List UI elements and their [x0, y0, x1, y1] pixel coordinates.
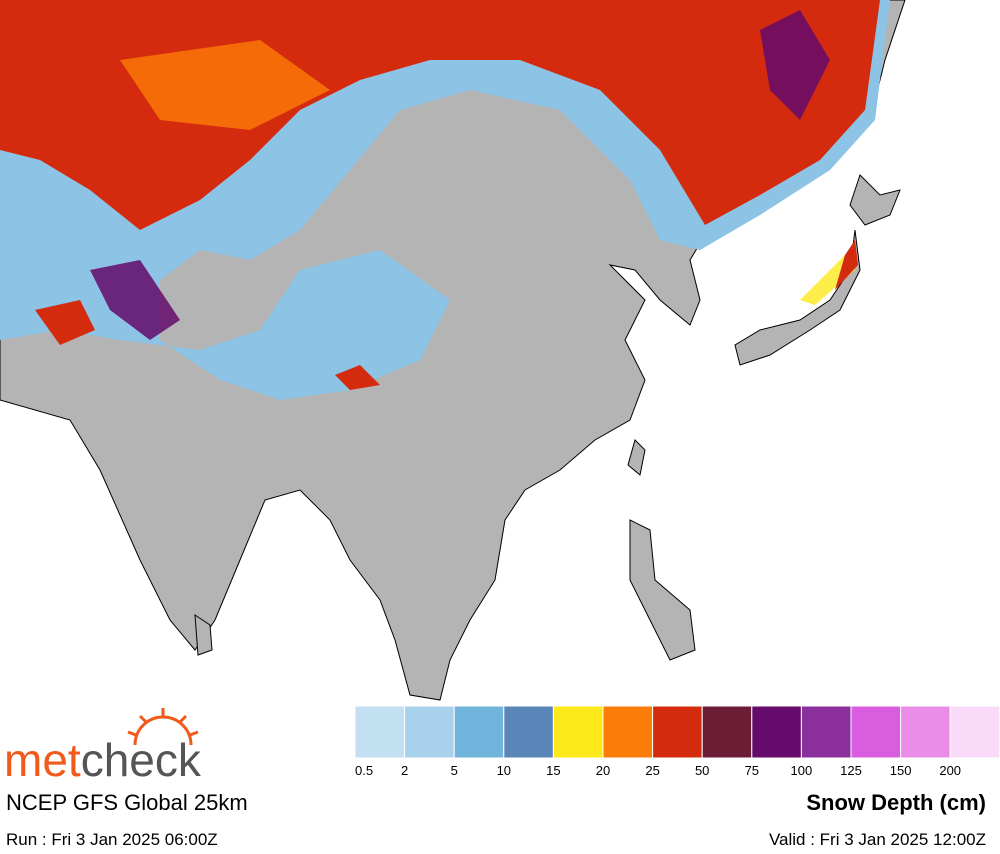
legend-swatch	[652, 705, 703, 759]
legend-swatch	[552, 705, 604, 759]
snow-heavy	[760, 10, 830, 120]
legend-swatch	[453, 705, 505, 759]
legend-label: 150	[890, 763, 912, 778]
legend-label: 125	[840, 763, 862, 778]
legend-label: 10	[497, 763, 511, 778]
valid-time: Valid : Fri 3 Jan 2025 12:00Z	[769, 830, 986, 849]
logo-sun	[127, 708, 199, 746]
snow-deep	[335, 365, 380, 390]
snow-deep	[35, 300, 95, 345]
legend-label: 5	[451, 763, 458, 778]
legend-label: 2	[401, 763, 408, 778]
legend-swatch	[701, 705, 753, 759]
snow-medium	[120, 40, 330, 130]
legend-swatch	[800, 705, 852, 759]
legend-title: Snow Depth (cm)	[806, 790, 986, 815]
legend-swatch	[404, 705, 455, 759]
taiwan	[627, 439, 646, 476]
legend-swatch	[949, 705, 1000, 759]
sri-lanka	[194, 614, 213, 656]
legend-label: 75	[745, 763, 759, 778]
snow-heavy	[90, 260, 180, 340]
philippines	[629, 519, 696, 661]
legend-swatch	[751, 705, 802, 759]
logo-check: check	[81, 734, 202, 786]
legend-label: 100	[791, 763, 813, 778]
snow-medium	[800, 250, 855, 305]
logo: metcheck	[4, 734, 202, 786]
snow-japan	[835, 240, 858, 290]
legend-swatch	[900, 705, 951, 759]
japan	[734, 229, 861, 366]
run-time: Run : Fri 3 Jan 2025 06:00Z	[6, 830, 218, 849]
legend-label: 50	[695, 763, 709, 778]
legend-label: 200	[939, 763, 961, 778]
legend-label: 0.5	[355, 763, 373, 778]
legend-swatch	[503, 705, 554, 759]
legend-label: 15	[546, 763, 560, 778]
legend-label: 25	[645, 763, 659, 778]
hokkaido	[849, 174, 901, 226]
legend-label: 20	[596, 763, 610, 778]
legend-swatch	[602, 705, 654, 759]
logo-met: met	[4, 734, 81, 786]
legend-swatch	[850, 705, 902, 759]
legend-swatch	[354, 705, 406, 759]
model-name: NCEP GFS Global 25km	[6, 790, 248, 815]
